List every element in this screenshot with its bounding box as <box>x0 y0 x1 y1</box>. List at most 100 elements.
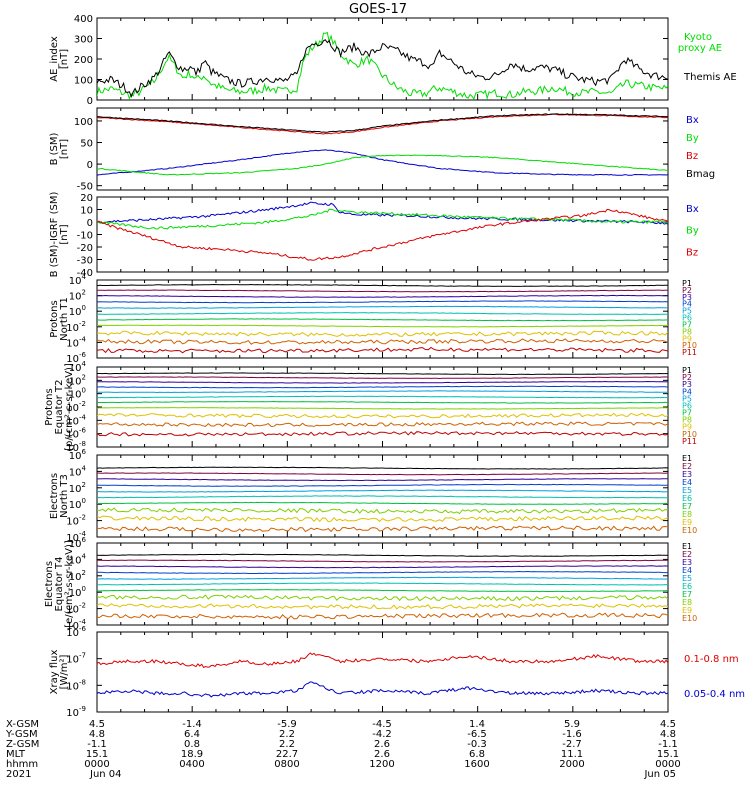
y-tick-label: 0 <box>87 218 93 229</box>
y-tick-label: 400 <box>74 14 93 25</box>
panel-xray: Xray flux [W/m²] 10-6 10-7 10-8 10-9 0.1-0.8 n… <box>49 625 745 719</box>
y-tick-label: 10-2 <box>66 320 86 334</box>
channel-line-p5 <box>97 305 668 309</box>
panel-db: B (SM)-IGRF (SM) [nT]20100-10-20-30-40BxB… <box>49 192 699 279</box>
y-axis-label: B (SM) <box>49 132 60 165</box>
y-tick-label: 102 <box>69 481 86 495</box>
ephemeris-value: 1600 <box>464 759 489 770</box>
y-axis-label: Equator T2 <box>54 380 65 435</box>
legend-label: P4 <box>682 387 692 396</box>
y-tick-label: 300 <box>74 35 93 46</box>
ephemeris-value: Jun 05 <box>643 769 676 780</box>
legend-label: E10 <box>682 614 697 623</box>
y-axis-label: [nT] <box>59 49 70 69</box>
ephemeris-value: 0000 <box>655 759 680 770</box>
y-tick-label: 100 <box>69 497 86 511</box>
y-tick-label: 100 <box>69 304 86 318</box>
channel-line-p9 <box>97 330 668 337</box>
channel-line-p10 <box>97 338 668 345</box>
ephemeris-value: 2000 <box>559 759 584 770</box>
ephemeris-value: 4.8 <box>89 729 105 740</box>
channel-line-p6 <box>97 312 668 316</box>
y-tick-label: 104 <box>69 360 87 374</box>
y-tick-label: 10-4 <box>66 335 86 349</box>
ephemeris-row-label: Z-GSM <box>6 739 39 750</box>
ephemeris-value: 15.1 <box>86 749 108 760</box>
legend-label: P11 <box>682 437 697 446</box>
channel-line-e3 <box>97 478 668 482</box>
y-tick-label: 0 <box>87 160 93 171</box>
y-axis-label: B (SM)-IGRF (SM) <box>49 192 60 278</box>
channel-line-e4 <box>97 483 668 487</box>
y-axis-label: Protons <box>44 388 55 425</box>
y-tick-label: 106 <box>69 536 87 550</box>
series-line-bz <box>97 208 668 261</box>
series-line-kyoto-proxy-ae <box>97 31 668 100</box>
ephemeris-value: 2.2 <box>279 729 295 740</box>
legend-label: P8 <box>682 327 692 336</box>
y-tick-label: 10-6 <box>66 625 86 639</box>
y-axis-label: [e/(cm²-s-sr-keV)] <box>64 540 75 628</box>
y-tick-label: -10 <box>77 231 93 242</box>
y-tick-label: 200 <box>74 55 93 66</box>
y-axis-label: North T3 <box>59 474 70 518</box>
channel-line-p2 <box>97 289 668 293</box>
channel-line-p11 <box>97 431 668 437</box>
y-tick-label: 10-9 <box>66 705 86 719</box>
legend-label: E6 <box>682 494 692 503</box>
legend-label: Bmag <box>686 169 715 180</box>
legend-label: Bx <box>686 115 699 126</box>
y-tick-label: 10-4 <box>66 413 86 427</box>
channel-line-p7 <box>97 318 668 322</box>
legend: 0.1-0.8 nm 0.05-0.4 nm <box>684 654 745 700</box>
legend-label: E9 <box>682 606 692 615</box>
data-layer <box>97 113 668 176</box>
y-axis-label: [nT] <box>59 224 70 244</box>
panel-frame <box>96 196 669 273</box>
plot-title: GOES-17 <box>349 2 407 17</box>
legend-label: E8 <box>682 598 692 607</box>
legend-label: P1 <box>682 366 692 375</box>
legend-label: By <box>686 133 699 144</box>
legend-label: P2 <box>682 373 692 382</box>
ephemeris-value: -0.3 <box>467 739 487 750</box>
channel-line-e9 <box>97 515 668 523</box>
y-tick-label: 50 <box>80 139 93 150</box>
y-tick-label: 10-2 <box>66 602 86 616</box>
series-line-bz <box>97 113 668 135</box>
y-tick-label: 100 <box>69 585 86 599</box>
y-axis-label: AE_index <box>49 36 60 82</box>
y-tick-label: 100 <box>74 117 93 128</box>
y-tick-label: 10 <box>80 206 93 217</box>
channel-line-p6 <box>97 395 668 399</box>
y-tick-label: -20 <box>77 243 93 254</box>
channel-line-e2 <box>97 559 668 563</box>
ephemeris-value: -1.1 <box>658 739 678 750</box>
panel-frame <box>96 17 669 101</box>
panel-electrons_t3: Electrons North T310610410210010-210-4E1E… <box>49 448 697 544</box>
legend: Bx By Bz Bmag <box>686 115 715 180</box>
ephemeris-table: X-GSMY-GSMZ-GSMMLThhmm20214.54.8-1.115.1… <box>5 719 681 780</box>
legend-label: P11 <box>682 348 697 357</box>
y-tick-label: 106 <box>69 448 87 462</box>
y-tick-label: -40 <box>77 268 93 279</box>
legend-label: E6 <box>682 582 692 591</box>
channel-line-e8 <box>97 507 668 515</box>
legend-label: P9 <box>682 334 692 343</box>
y-axis-label: [nT] <box>59 139 70 159</box>
ephemeris-value: -6.5 <box>467 729 487 740</box>
series-line-bmag <box>97 113 668 133</box>
y-tick-label: 10-4 <box>66 530 86 544</box>
ephemeris-value: 0800 <box>274 759 299 770</box>
legend-label: E10 <box>682 526 697 535</box>
ephemeris-value: 18.9 <box>181 749 203 760</box>
legend-label: 0.1-0.8 nm <box>684 654 739 665</box>
channel-line-p10 <box>97 421 668 428</box>
series-line-0-1-0-8-nm <box>97 652 668 669</box>
legend-label: E3 <box>682 558 692 567</box>
legend: Bx By Bz <box>686 204 699 258</box>
legend-label: By <box>686 226 699 237</box>
legend-label: P8 <box>682 416 692 425</box>
